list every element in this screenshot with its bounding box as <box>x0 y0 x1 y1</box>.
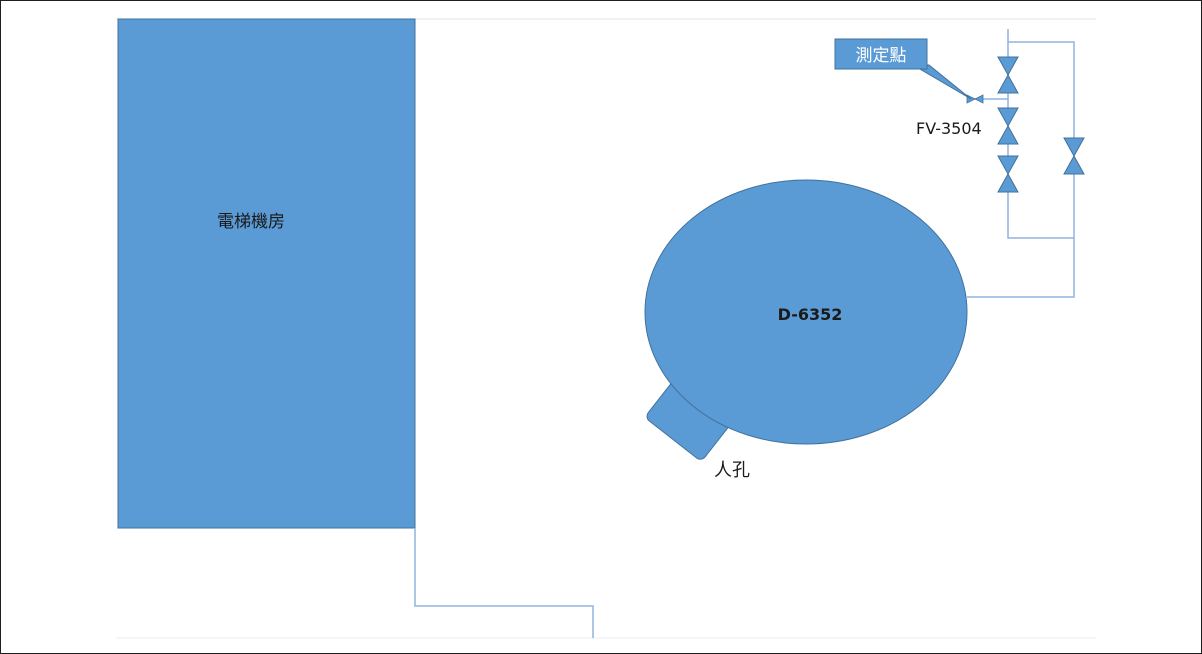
measure-point-callout <box>834 38 928 70</box>
elevator-machine-room-label: 電梯機房 <box>217 212 285 232</box>
tank-d-6352 <box>644 179 968 445</box>
valve-tag-label: FV-3504 <box>916 119 982 138</box>
measure-point-pointer <box>911 64 972 100</box>
gate-valve-icon <box>997 155 1019 193</box>
drain-pipe <box>414 528 594 638</box>
manhole-label: 人孔 <box>714 460 750 481</box>
measure-point-label: 測定點 <box>856 46 907 66</box>
gate-valve-icon <box>966 94 984 104</box>
elevator-machine-room <box>117 18 416 529</box>
gate-valve-icon <box>1063 137 1085 175</box>
gate-valve-icon <box>997 56 1019 94</box>
tank-label: D-6352 <box>778 305 843 324</box>
valve-header-pipe <box>1007 29 1074 239</box>
gate-valve-icon <box>997 107 1019 145</box>
tank-outlet-pipe <box>967 41 1075 298</box>
